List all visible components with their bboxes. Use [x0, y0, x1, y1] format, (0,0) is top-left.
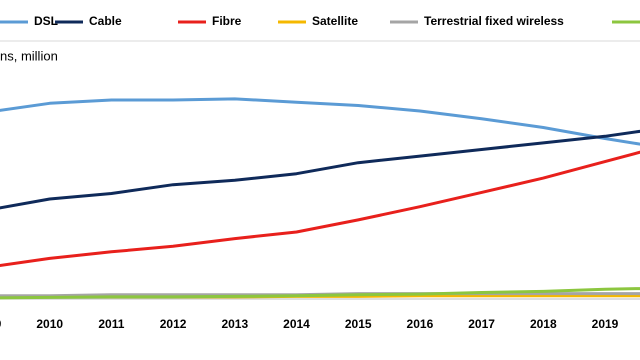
x-tick-label: 2009 [0, 317, 2, 331]
y-axis-label: ns, million [0, 48, 58, 63]
x-tick-label: 2012 [160, 317, 187, 331]
x-tick-label: 2010 [36, 317, 63, 331]
x-tick-label: 2014 [283, 317, 310, 331]
series-line [0, 150, 640, 268]
legend-label: Fibre [212, 14, 242, 28]
x-tick-label: 2017 [468, 317, 495, 331]
series-line [0, 287, 640, 300]
legend-label: Satellite [312, 14, 358, 28]
x-tick-label: 2019 [592, 317, 619, 331]
x-tick-label: 2016 [407, 317, 434, 331]
legend-label: Cable [89, 14, 122, 28]
x-tick-label: 2015 [345, 317, 372, 331]
series-line [0, 129, 640, 210]
x-tick-label: 2018 [530, 317, 557, 331]
x-tick-label: 2013 [221, 317, 248, 331]
legend-label: Terrestrial fixed wireless [424, 14, 564, 28]
legend-label: DSL [34, 14, 58, 28]
x-tick-label: 2011 [98, 317, 124, 331]
series-line [0, 97, 640, 146]
